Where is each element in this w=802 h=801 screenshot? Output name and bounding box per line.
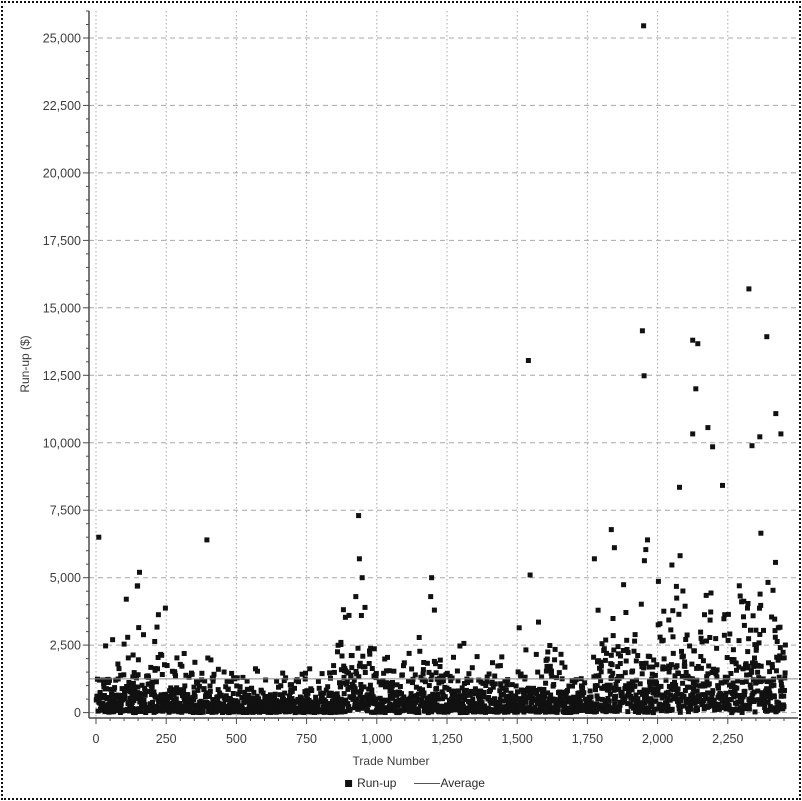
average-line-swatch-icon [414, 782, 441, 784]
svg-text:1,750: 1,750 [572, 732, 603, 746]
svg-text:7,500: 7,500 [50, 504, 81, 518]
y-axis-title: Run-up ($) [18, 335, 32, 393]
legend: Run-up Average [345, 776, 485, 790]
svg-text:22,500: 22,500 [43, 99, 81, 113]
axes [88, 11, 798, 719]
svg-text:250: 250 [156, 732, 177, 746]
svg-text:750: 750 [296, 732, 317, 746]
svg-text:5,000: 5,000 [50, 571, 81, 585]
svg-text:25,000: 25,000 [43, 32, 81, 46]
legend-average-label: Average [440, 776, 485, 790]
legend-item-runup: Run-up [345, 776, 396, 790]
svg-text:17,500: 17,500 [43, 234, 81, 248]
svg-text:1,250: 1,250 [431, 732, 462, 746]
svg-text:2,000: 2,000 [642, 732, 673, 746]
y-gridlines [89, 37, 798, 714]
x-tick-labels: 0 250 500 750 1,000 1,250 1,500 1,750 2,000 2,250 [93, 732, 744, 746]
runup-points [93, 23, 788, 716]
svg-text:0: 0 [93, 732, 100, 746]
svg-text:500: 500 [226, 732, 247, 746]
runup-square-marker-icon [345, 779, 353, 787]
legend-item-average: Average [414, 776, 485, 790]
x-axis-title: Trade Number [352, 754, 430, 768]
svg-text:2,500: 2,500 [50, 639, 81, 653]
svg-text:20,000: 20,000 [43, 166, 81, 180]
x-gridlines [95, 11, 729, 718]
svg-text:1,000: 1,000 [361, 732, 392, 746]
svg-text:15,000: 15,000 [43, 301, 81, 315]
svg-text:10,000: 10,000 [43, 436, 81, 450]
tick-marks [83, 10, 785, 724]
svg-text:2,250: 2,250 [712, 732, 743, 746]
svg-text:12,500: 12,500 [43, 369, 81, 383]
svg-text:0: 0 [74, 706, 81, 720]
scatter-plot: 0 250 500 750 1,000 1,250 1,500 1,750 2,000 2,250… [43, 10, 798, 746]
svg-text:1,500: 1,500 [502, 732, 533, 746]
y-tick-labels: 0 2,500 5,000 7,500 10,000 12,500 15,000 17,500… [43, 32, 81, 721]
legend-runup-label: Run-up [357, 776, 397, 790]
